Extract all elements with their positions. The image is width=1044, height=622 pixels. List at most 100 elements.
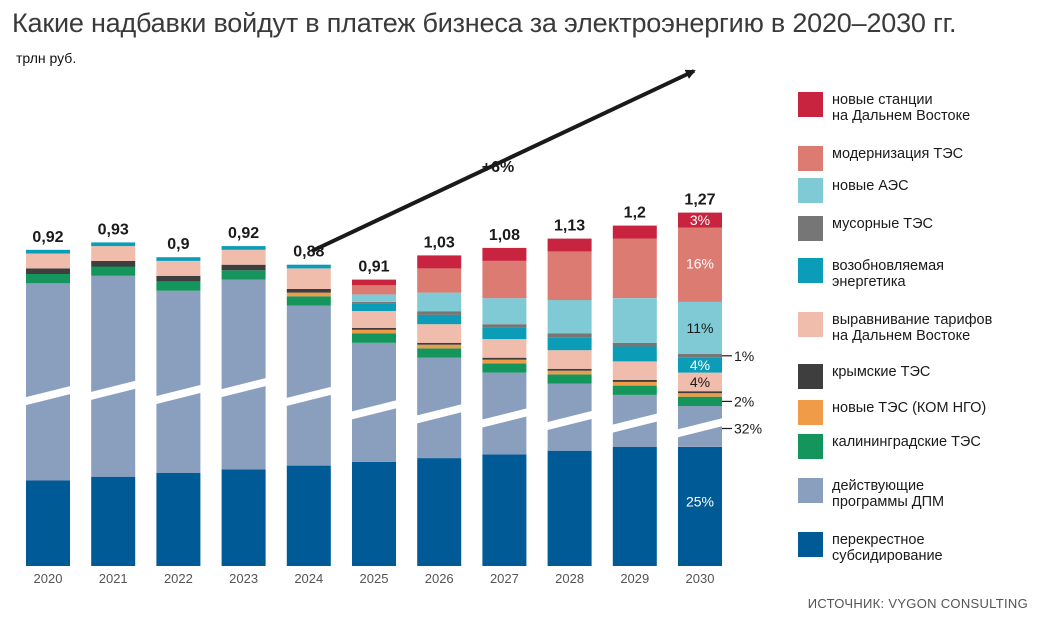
x-tick-2027: 2027 [490, 571, 519, 586]
bar-segment-waste_tes-2027 [482, 324, 527, 328]
bar-segment-cross_subsidy-2022 [156, 473, 201, 566]
legend-label-far_east_plants: новые станции на Дальнем Востоке [832, 92, 971, 124]
growth-arrow [311, 69, 696, 253]
axis-break-2026 [415, 403, 464, 424]
bar-segment-cross_subsidy-2026 [417, 458, 462, 566]
axis-break-2023 [219, 377, 268, 398]
legend-label-npp: новые АЭС [832, 178, 909, 194]
legend-item-far_east_plants: новые станции на Дальнем Востоке [798, 92, 970, 124]
bar-segment-npp-2027 [482, 298, 527, 325]
legend-swatch-waste_tes [798, 216, 823, 241]
total-label-2023: 0,92 [228, 225, 259, 242]
bar-segment-npp-2029 [612, 298, 657, 343]
total-label-2026: 1,03 [424, 234, 455, 251]
bar-segment-kaliningrad_tes-2029 [612, 385, 657, 395]
bar-segment-crimea_tes-2030 [678, 391, 722, 394]
legend-item-kaliningrad_tes: калининградские ТЭС [798, 434, 981, 459]
legend-label-renewables: возобновляемая энергетика [832, 258, 944, 290]
bar-segment-far_east_plants-2026 [417, 255, 462, 269]
segment-label-2030-npp: 11% [687, 320, 714, 336]
bar-segment-renewables-2028 [547, 337, 592, 351]
bar-segment-waste_tes-2028 [547, 333, 592, 338]
bar-segment-cross_subsidy-2029 [612, 447, 657, 566]
bar-segment-new_tes-2025 [352, 329, 396, 334]
bar-segment-renewables-2021 [91, 242, 136, 247]
bar-segment-tariff_equalization-2026 [417, 324, 462, 343]
x-tick-2028: 2028 [555, 571, 584, 586]
bar-segment-waste_tes-2026 [417, 311, 462, 315]
bar-segment-tariff_equalization-2028 [547, 350, 592, 369]
x-tick-2029: 2029 [620, 571, 649, 586]
total-label-2025: 0,91 [358, 259, 389, 276]
bar-segment-npp-2025 [352, 294, 396, 302]
outside-label-2030-dpm: 32% [734, 421, 762, 437]
growth-label: +6% [482, 159, 514, 176]
legend-swatch-crimea_tes [798, 364, 823, 389]
bar-segment-crimea_tes-2023 [221, 264, 266, 271]
legend-swatch-renewables [798, 258, 823, 283]
bar-segment-cross_subsidy-2020 [26, 480, 70, 566]
legend-label-crimea_tes: крымские ТЭС [832, 364, 931, 380]
legend-item-tes_modernization: модернизация ТЭС [798, 146, 963, 171]
bar-segment-kaliningrad_tes-2022 [156, 281, 201, 291]
bar-segment-new_tes-2027 [482, 359, 527, 364]
bar-segment-renewables-2022 [156, 257, 201, 261]
x-tick-2023: 2023 [229, 571, 258, 586]
bar-segment-tes_modernization-2025 [352, 285, 396, 295]
bar-segment-dpm-2020 [26, 283, 70, 481]
legend-item-renewables: возобновляемая энергетика [798, 258, 944, 290]
bar-segment-tes_modernization-2028 [547, 251, 592, 301]
bar-segment-new_tes-2029 [612, 381, 657, 386]
chart-title: Какие надбавки войдут в платеж бизнеса з… [12, 8, 957, 38]
x-tick-2030: 2030 [686, 571, 715, 586]
source-note: ИСТОЧНИК: VYGON CONSULTING [807, 596, 1028, 611]
bar-segment-tariff_equalization-2020 [26, 253, 70, 269]
bar-segment-far_east_plants-2030 [678, 212, 722, 228]
bar-segment-new_tes-2026 [417, 344, 462, 349]
x-tick-2024: 2024 [294, 571, 323, 586]
segment-label-2030-cross_subsidy: 25% [686, 494, 714, 510]
bar-segment-dpm-2022 [156, 290, 201, 473]
bar-segment-kaliningrad_tes-2024 [286, 296, 331, 306]
bar-segment-crimea_tes-2029 [612, 380, 657, 382]
axis-break-2025 [350, 399, 398, 420]
bar-segment-npp-2028 [547, 300, 592, 334]
segment-label-2030-far_east_plants: 3% [690, 212, 710, 228]
bar-segment-kaliningrad_tes-2025 [352, 333, 396, 343]
legend-swatch-far_east_plants [798, 92, 823, 117]
legend-swatch-dpm [798, 478, 823, 503]
total-label-2022: 0,9 [167, 236, 189, 253]
stacked-bar-chart: 0,9220200,9320210,920220,9220230,8820240… [24, 69, 762, 586]
bar-segment-new_tes-2024 [286, 292, 331, 297]
axis-break-2030 [676, 417, 724, 438]
outside-label-2030-kaliningrad_tes: 2% [734, 393, 754, 409]
bar-segment-tes_modernization-2029 [612, 238, 657, 299]
legend-swatch-npp [798, 178, 823, 203]
bar-segment-far_east_plants-2028 [547, 238, 592, 252]
bar-segment-tariff_equalization-2022 [156, 261, 201, 276]
bar-segment-renewables-2026 [417, 314, 462, 325]
bar-segment-kaliningrad_tes-2023 [221, 270, 266, 280]
bar-segment-cross_subsidy-2027 [482, 454, 527, 566]
bar-segment-tes_modernization-2026 [417, 268, 462, 293]
legend-item-waste_tes: мусорные ТЭС [798, 216, 933, 241]
bar-segment-crimea_tes-2022 [156, 275, 201, 282]
bar-segment-crimea_tes-2025 [352, 327, 396, 330]
bar-segment-kaliningrad_tes-2030 [678, 396, 722, 406]
legend-label-cross_subsidy: перекрестное субсидирование [832, 532, 943, 564]
bar-segment-cross_subsidy-2023 [221, 469, 266, 566]
legend-swatch-tes_modernization [798, 146, 823, 171]
bar-segment-far_east_plants-2025 [352, 279, 396, 286]
bar-segment-crimea_tes-2026 [417, 342, 462, 345]
axis-break-2029 [610, 413, 659, 434]
bar-segment-tariff_equalization-2029 [612, 361, 657, 380]
segment-label-2030-renewables: 4% [690, 357, 710, 373]
x-tick-2025: 2025 [360, 571, 389, 586]
bar-segment-crimea_tes-2028 [547, 368, 592, 371]
bar-segment-kaliningrad_tes-2026 [417, 348, 462, 358]
legend-label-waste_tes: мусорные ТЭС [832, 216, 934, 232]
bar-segment-new_tes-2028 [547, 370, 592, 375]
bar-segment-renewables-2030 [678, 357, 722, 373]
segment-label-2030-tes_modernization: 16% [686, 255, 714, 271]
axis-break-2024 [284, 386, 333, 407]
